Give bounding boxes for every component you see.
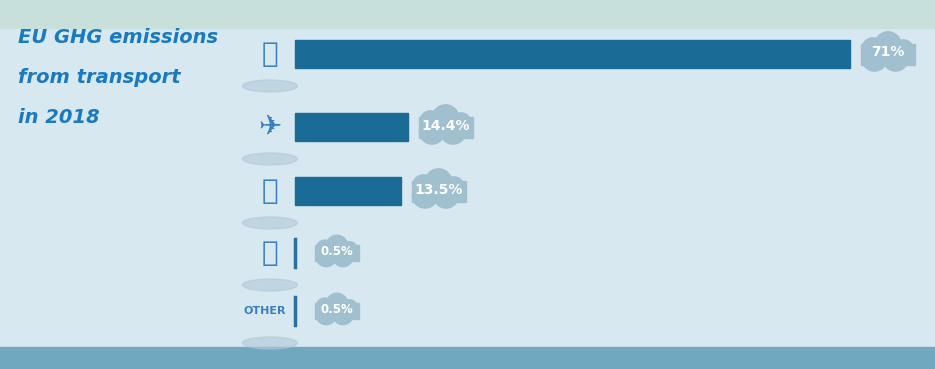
Text: 0.5%: 0.5% (321, 303, 353, 316)
Text: 🚌: 🚌 (262, 40, 279, 68)
Ellipse shape (242, 337, 297, 349)
Ellipse shape (242, 279, 297, 291)
Bar (861, 44, 915, 65)
Bar (0, 0, 935, 28)
Circle shape (333, 246, 353, 267)
Circle shape (412, 175, 435, 196)
Circle shape (333, 304, 353, 325)
Text: in 2018: in 2018 (18, 108, 100, 127)
Text: 🚊: 🚊 (262, 239, 279, 267)
Text: 14.4%: 14.4% (422, 118, 469, 132)
Bar (295, 40, 850, 68)
Circle shape (412, 183, 438, 208)
Circle shape (894, 40, 913, 59)
Circle shape (316, 240, 334, 257)
Text: 🚢: 🚢 (262, 177, 279, 205)
Circle shape (444, 177, 464, 196)
Text: 0.5%: 0.5% (321, 245, 353, 258)
Text: OTHER: OTHER (244, 306, 286, 316)
Circle shape (440, 119, 466, 144)
Circle shape (452, 113, 470, 132)
Circle shape (862, 38, 884, 59)
Text: 13.5%: 13.5% (414, 183, 463, 197)
Circle shape (326, 235, 348, 256)
Bar (0, 347, 935, 369)
Circle shape (316, 304, 337, 325)
Circle shape (862, 46, 887, 71)
Circle shape (434, 183, 459, 208)
Text: from transport: from transport (18, 68, 180, 87)
Bar (295, 113, 408, 141)
Bar (315, 303, 359, 320)
Circle shape (432, 105, 459, 131)
Ellipse shape (242, 217, 297, 229)
Circle shape (316, 246, 337, 267)
Circle shape (883, 46, 908, 71)
Circle shape (420, 119, 445, 144)
Ellipse shape (242, 153, 297, 165)
Circle shape (420, 111, 441, 132)
Text: ✈: ✈ (258, 113, 281, 141)
Text: 71%: 71% (871, 45, 905, 59)
Circle shape (342, 242, 357, 257)
Circle shape (875, 32, 901, 58)
Bar (419, 117, 472, 138)
Circle shape (342, 300, 357, 315)
Ellipse shape (242, 80, 297, 92)
Circle shape (326, 293, 348, 314)
Circle shape (316, 298, 334, 315)
Bar (295, 177, 400, 205)
Bar (315, 245, 359, 261)
Text: EU GHG emissions: EU GHG emissions (18, 28, 218, 47)
Circle shape (425, 169, 452, 195)
Bar (411, 180, 466, 201)
